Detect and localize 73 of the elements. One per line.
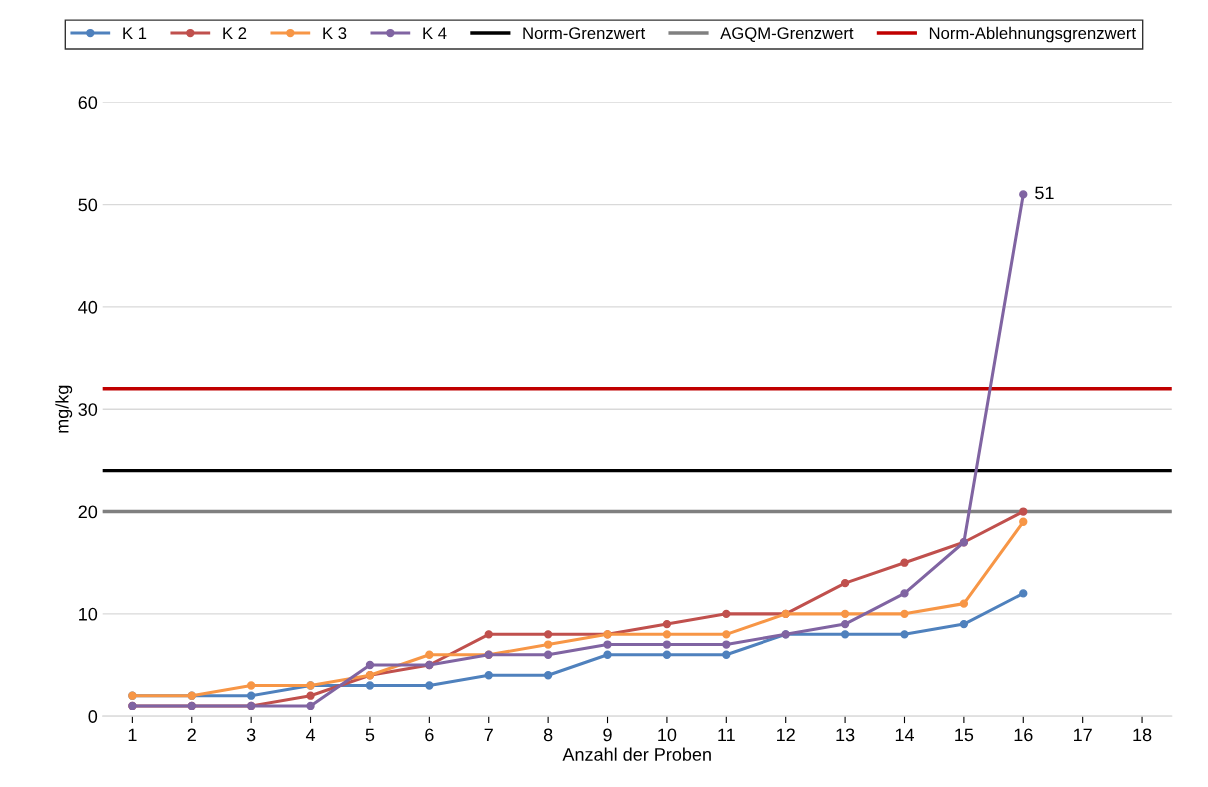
point xyxy=(1019,589,1028,598)
point xyxy=(900,558,909,567)
point xyxy=(722,640,731,649)
x-tick-label: 12 xyxy=(777,728,795,742)
x-tick-label: 15 xyxy=(955,728,974,742)
point xyxy=(365,660,375,670)
point xyxy=(484,630,493,639)
point xyxy=(306,701,315,711)
point xyxy=(246,681,256,690)
point xyxy=(425,681,434,690)
point xyxy=(1019,517,1028,526)
point xyxy=(603,640,612,649)
x-tick-label: 17 xyxy=(1074,728,1092,742)
point xyxy=(662,650,672,659)
point xyxy=(722,630,731,639)
point xyxy=(900,609,909,619)
y-tick-label: 30 xyxy=(78,403,98,416)
point xyxy=(425,650,434,659)
legend-label: K 4 xyxy=(423,27,447,39)
point xyxy=(1019,507,1028,516)
y-tick-label: 40 xyxy=(78,300,98,314)
annotation: 51 xyxy=(1035,186,1054,200)
point xyxy=(543,650,553,659)
point xyxy=(840,609,850,619)
x-tick-label: 2 xyxy=(187,728,196,742)
y-tick-label: 60 xyxy=(78,96,98,110)
y-tick-label: 50 xyxy=(78,198,98,212)
point xyxy=(662,640,672,649)
x-tick-label: 14 xyxy=(895,728,914,742)
point xyxy=(1019,190,1028,199)
point xyxy=(722,609,731,619)
legend-label: K 1 xyxy=(123,27,147,39)
legend-label: Norm-Ablehnungsgrenzwert xyxy=(929,26,1136,43)
x-tick-label: 7 xyxy=(484,728,493,742)
x-tick-label: 9 xyxy=(603,728,612,742)
y-tick-label: 0 xyxy=(88,710,98,723)
x-tick-label: 6 xyxy=(425,728,434,742)
point xyxy=(722,650,731,659)
legend-label: AGQM-Grenzwert xyxy=(720,27,854,43)
point xyxy=(484,671,493,680)
x-axis-title: Anzahl der Proben xyxy=(562,747,711,761)
legend-label: K 2 xyxy=(223,27,247,39)
x-tick-label: 18 xyxy=(1133,728,1152,742)
point xyxy=(662,619,672,629)
point xyxy=(543,630,553,639)
point xyxy=(900,630,909,639)
x-tick-label: 5 xyxy=(365,728,375,742)
x-tick-label: 1 xyxy=(128,728,137,742)
point xyxy=(662,630,672,639)
y-axis-title: mg/kg xyxy=(55,385,73,433)
x-tick-label: 13 xyxy=(836,728,855,742)
point xyxy=(840,630,850,639)
legend-label: K 3 xyxy=(323,27,347,40)
point xyxy=(306,691,315,700)
point xyxy=(603,650,612,659)
point xyxy=(365,681,375,690)
point xyxy=(900,589,909,598)
y-tick-label: 10 xyxy=(79,607,98,621)
point xyxy=(246,691,256,700)
point xyxy=(840,619,850,629)
x-tick-label: 3 xyxy=(246,728,256,742)
point xyxy=(840,578,850,588)
legend-label: Norm-Grenzwert xyxy=(523,27,646,40)
x-tick-label: 4 xyxy=(305,728,316,742)
y-tick-label: 20 xyxy=(78,505,98,519)
x-tick-label: 11 xyxy=(718,728,735,742)
point xyxy=(959,599,969,608)
point xyxy=(959,619,969,629)
point xyxy=(543,640,553,649)
point xyxy=(543,671,553,680)
x-tick-label: 8 xyxy=(543,728,553,742)
x-tick-label: 16 xyxy=(1014,728,1033,742)
x-tick-label: 10 xyxy=(658,728,677,742)
